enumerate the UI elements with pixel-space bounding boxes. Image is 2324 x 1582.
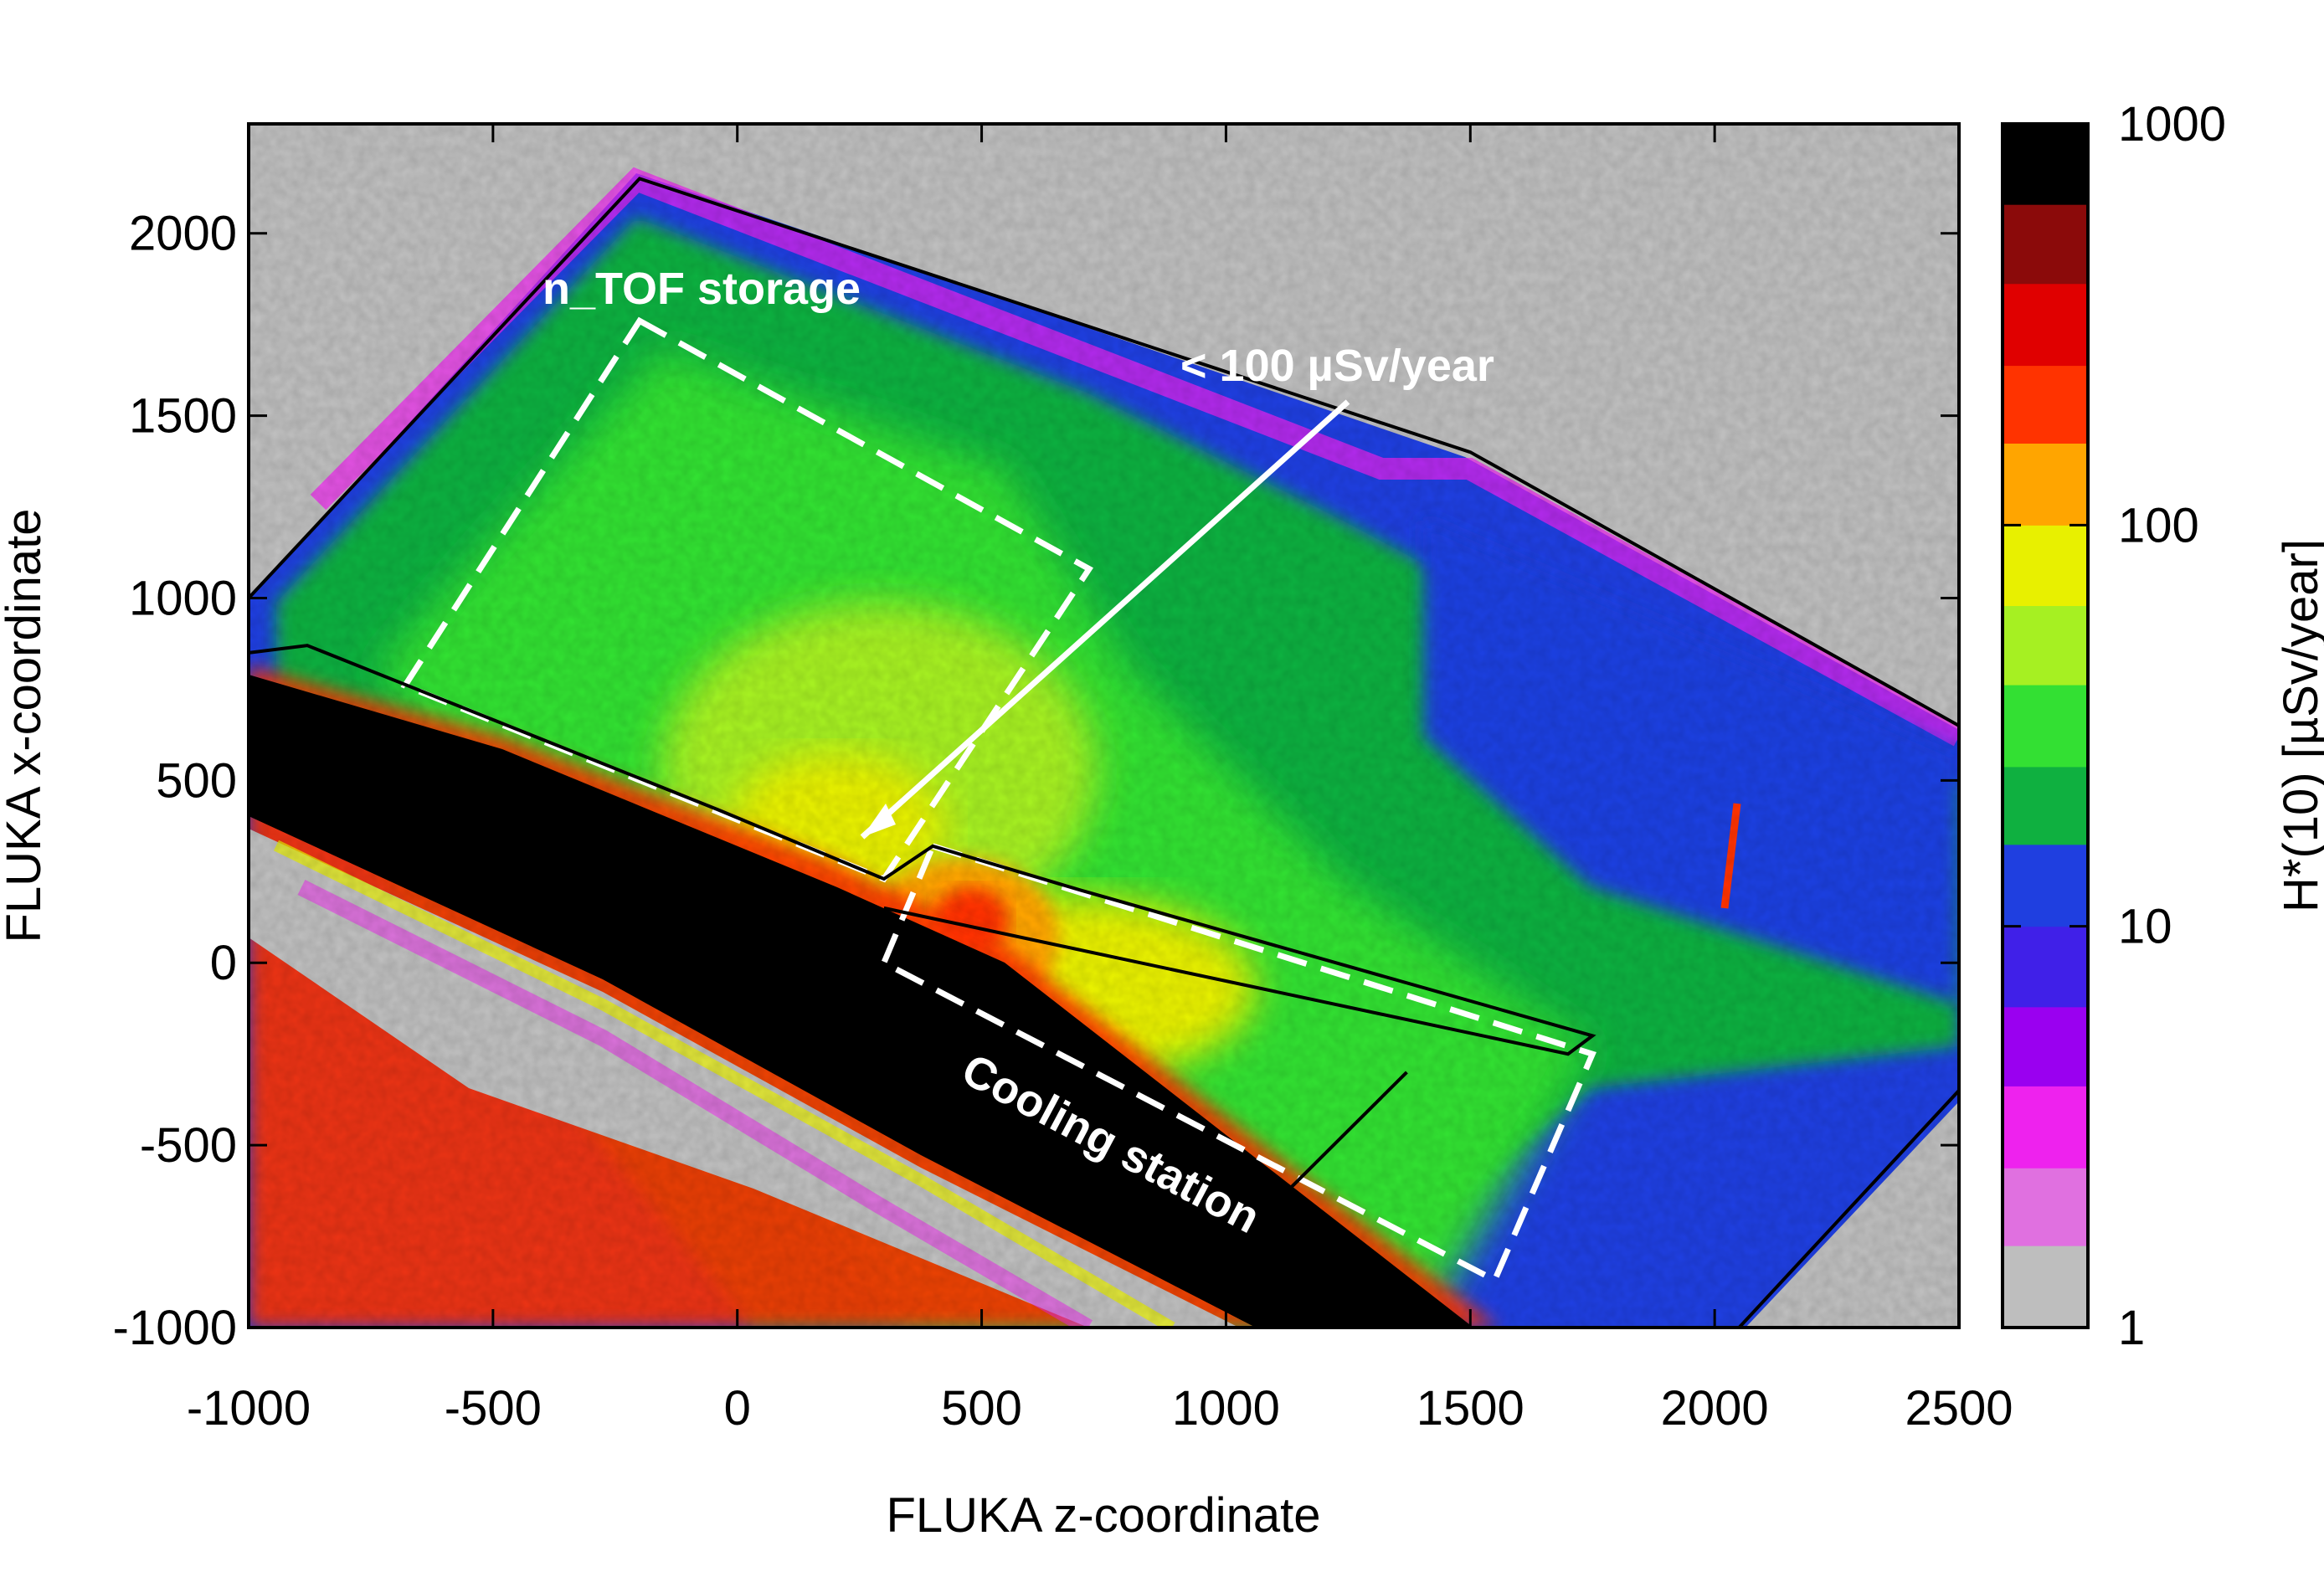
y-tick-label: 500	[156, 753, 237, 808]
building-outline	[249, 177, 1959, 1328]
colorbar-level	[2003, 1246, 2088, 1328]
colorbar-level	[2003, 365, 2088, 444]
colorbar-level	[2003, 443, 2088, 526]
annotation-limit-label: < 100 µSv/year	[1180, 341, 1494, 391]
colorbar-level	[2003, 124, 2088, 205]
x-tick-label: -500	[445, 1381, 542, 1436]
plot-frame	[247, 122, 1961, 1329]
outline-layer	[249, 177, 1959, 1328]
annotation-arrow	[860, 399, 1350, 840]
field-speckle	[249, 124, 1959, 1328]
colorbar-level	[2003, 926, 2088, 1008]
colorbar-tick-label: 10	[2118, 900, 2172, 954]
colorbar-tick-label: 100	[2118, 498, 2199, 552]
colorbar-frame	[2001, 122, 2090, 1329]
inner-wall	[414, 742, 542, 775]
y-tick-label: 1500	[129, 389, 237, 444]
colorbar	[2003, 124, 2088, 1328]
y-tick-label: -1000	[113, 1301, 237, 1355]
x-tick-label: 0	[724, 1381, 751, 1436]
colorbar-label: H*(10) [µSv/year]	[2274, 539, 2324, 912]
annotation-storage-label: n_TOF storage	[542, 264, 861, 314]
y-tick-label: 1000	[129, 571, 237, 625]
annotation-arrow-head	[862, 804, 896, 837]
colorbar-level	[2003, 204, 2088, 285]
inner-wall	[1288, 1071, 1408, 1190]
colorbar-tick-label: 1000	[2118, 97, 2226, 152]
inner-wall	[249, 644, 1596, 1056]
x-axis-title: FLUKA z-coordinate	[886, 1488, 1320, 1543]
y-axis: -1000 -500 0 500 1000 1500 2000	[113, 207, 1959, 1355]
colorbar-ticks: 1 10 100 1000	[2003, 97, 2226, 1355]
colorbar-level	[2003, 685, 2088, 768]
x-tick-label: 1500	[1417, 1381, 1524, 1436]
cooling-room-outline	[880, 842, 1596, 1285]
colorbar-tick-label: 1	[2118, 1301, 2145, 1355]
colorbar-level	[2003, 844, 2088, 927]
y-tick-label: 2000	[129, 207, 237, 261]
x-tick-label: -1000	[187, 1381, 311, 1436]
colorbar-level	[2003, 1006, 2088, 1086]
colorbar-level	[2003, 1168, 2088, 1246]
x-tick-label: 2500	[1905, 1381, 2013, 1436]
y-axis-title: FLUKA x-coordinate	[0, 508, 51, 943]
x-axis: -1000 -500 0 500 1000 1500 2000 2500	[187, 124, 2013, 1436]
colorbar-level	[2003, 525, 2088, 607]
y-tick-label: 0	[210, 936, 237, 990]
colorbar-level	[2003, 283, 2088, 367]
x-tick-label: 500	[941, 1381, 1022, 1436]
y-tick-label: -500	[140, 1118, 237, 1173]
colorbar-level	[2003, 605, 2088, 686]
x-tick-label: 1000	[1172, 1381, 1280, 1436]
colorbar-level	[2003, 1086, 2088, 1169]
colorbar-level	[2003, 766, 2088, 845]
heatmap-field	[249, 124, 1959, 1328]
x-tick-label: 2000	[1661, 1381, 1769, 1436]
